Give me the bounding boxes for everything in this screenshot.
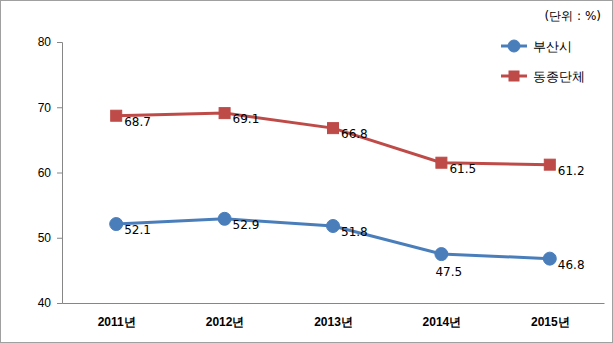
data-label: 61.5 [449, 162, 476, 176]
marker [219, 108, 230, 119]
y-tick-mark [57, 107, 62, 108]
marker [111, 110, 122, 121]
y-tick: 50 [38, 231, 62, 245]
data-label: 66.8 [341, 127, 368, 141]
y-tick: 40 [38, 296, 62, 310]
y-tick-label: 40 [38, 296, 52, 310]
data-labels: 52.1 52.9 51.8 47.5 46.8 68.7 69.1 66.8 61.5 61.2 [124, 112, 584, 279]
data-label: 52.9 [233, 218, 260, 232]
data-label: 47.5 [435, 265, 462, 279]
legend-label: 동종단체 [533, 69, 585, 84]
plot-marks [110, 108, 557, 266]
data-label: 52.1 [124, 223, 151, 237]
x-tick-label: 2015년 [531, 315, 570, 329]
x-tick-label: 2012년 [206, 315, 245, 329]
x-tick: 2015년 [531, 303, 570, 329]
x-tick-label: 2013년 [314, 315, 353, 329]
legend-marker [509, 71, 519, 81]
marker [110, 218, 123, 231]
x-tick: 2013년 [314, 303, 353, 329]
y-tick: 80 [38, 35, 62, 49]
y-tick-label: 50 [38, 231, 52, 245]
series-line [116, 113, 550, 165]
legend-item: 부산시 [501, 39, 572, 54]
legend-marker [508, 40, 520, 52]
x-tick: 2014년 [423, 303, 462, 329]
y-tick-mark [57, 42, 62, 43]
y-tick-mark [57, 238, 62, 239]
legend-item: 동종단체 [501, 69, 585, 84]
unit-label: (단위 : %) [545, 9, 601, 23]
data-label: 46.8 [558, 258, 585, 272]
y-tick-label: 60 [38, 166, 52, 180]
y-tick-label: 80 [38, 35, 52, 49]
x-tick: 2011년 [98, 303, 136, 329]
x-axis: 2011년 2012년 2013년 2014년 2015년 [63, 303, 605, 329]
y-tick: 60 [38, 166, 62, 180]
x-tick-label: 2014년 [423, 315, 462, 329]
y-tick: 70 [38, 101, 62, 115]
legend-label: 부산시 [533, 39, 572, 54]
y-axis: 40 50 60 70 80 [38, 35, 63, 310]
series-line [116, 219, 550, 259]
marker [544, 159, 555, 170]
marker [327, 220, 340, 233]
marker [435, 248, 448, 261]
y-tick-mark [57, 173, 62, 174]
data-label: 51.8 [341, 225, 368, 239]
marker [218, 212, 231, 225]
x-axis-line [63, 303, 605, 304]
data-label: 61.2 [558, 164, 585, 178]
data-label: 69.1 [233, 112, 260, 126]
y-axis-line [57, 43, 63, 304]
marker [436, 157, 447, 168]
legend: 부산시동종단체 [501, 39, 585, 84]
marker [328, 123, 339, 134]
x-tick-label: 2011년 [98, 315, 136, 329]
marker [543, 252, 556, 265]
y-tick-label: 70 [38, 101, 52, 115]
frame [1, 1, 613, 343]
y-tick-mark [57, 303, 62, 304]
chart: 40 50 60 70 80 2011년 2012년 2013년 2014년 2015년 (단위 :… [0, 0, 613, 343]
data-label: 68.7 [124, 115, 151, 129]
x-tick: 2012년 [206, 303, 245, 329]
